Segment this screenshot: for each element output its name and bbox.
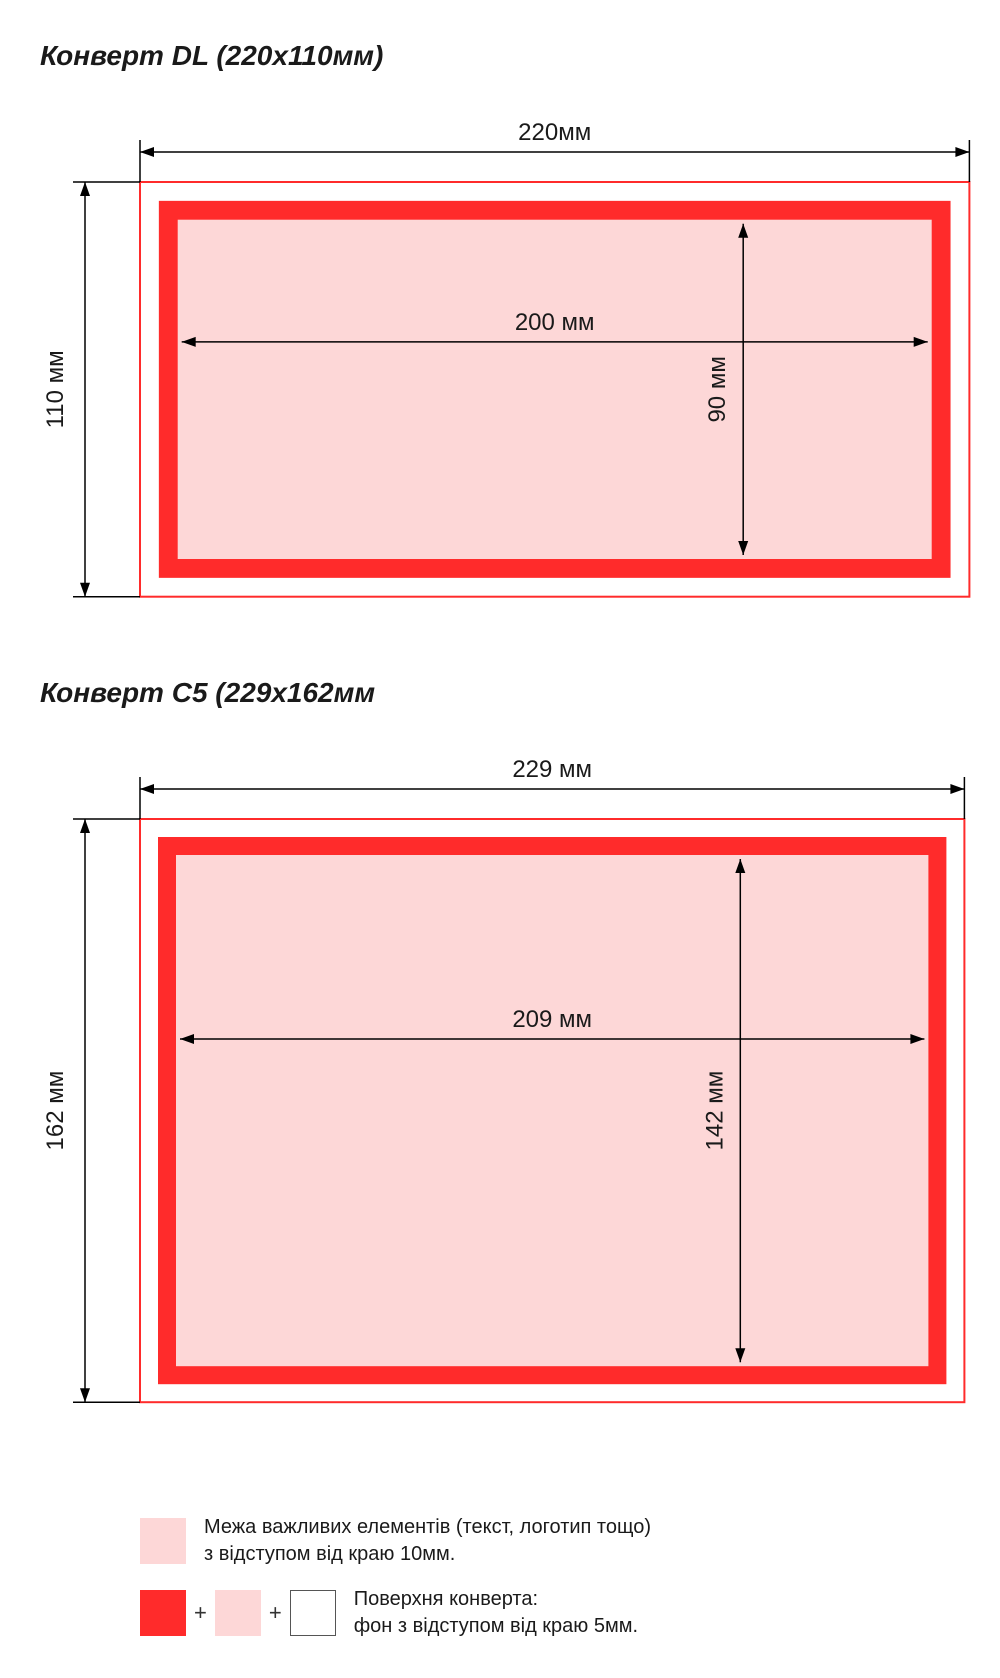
dim-label-inner-w: 209 мм (512, 1006, 592, 1033)
dim-label-inner-w: 200 мм (515, 309, 595, 336)
legend-text-safe: Межа важливих елементів (текст, логотип … (204, 1514, 651, 1568)
safe-area (178, 220, 932, 559)
diagram-dl: 220мм 110 мм 200 мм 90 мм (40, 92, 960, 657)
legend-text-surface: Поверхня конверта: фон з відступом від к… (354, 1586, 638, 1640)
legend-line: фон з відступом від краю 5мм. (354, 1615, 638, 1637)
dim-label-outer-h: 162 мм (42, 1071, 69, 1151)
legend-row-surface: + + Поверхня конверта: фон з відступом в… (140, 1586, 960, 1640)
dim-label-outer-w: 229 мм (512, 756, 592, 783)
envelope-diagram-dl: 220мм 110 мм 200 мм 90 мм (40, 92, 1000, 652)
legend-line: з відступом від краю 10мм. (204, 1543, 455, 1565)
envelope-diagram-c5: 229 мм 162 мм 209 мм 142 мм (40, 729, 1000, 1469)
legend: Межа важливих елементів (текст, логотип … (40, 1514, 960, 1640)
swatch-pink (215, 1590, 261, 1636)
safe-area (176, 855, 928, 1366)
legend-line: Поверхня конверта: (354, 1588, 538, 1610)
envelope-title-c5: Конверт С5 (229х162мм (40, 677, 960, 709)
dim-label-inner-h: 142 мм (701, 1071, 728, 1151)
dim-label-outer-h: 110 мм (42, 350, 69, 428)
dim-label-inner-h: 90 мм (704, 356, 731, 422)
legend-line: Межа важливих елементів (текст, логотип … (204, 1516, 651, 1538)
swatch-red (140, 1590, 186, 1636)
legend-row-safe-area: Межа важливих елементів (текст, логотип … (140, 1514, 960, 1568)
envelope-title-dl: Конверт DL (220х110мм) (40, 40, 960, 72)
swatch-pink (140, 1518, 186, 1564)
diagram-c5: 229 мм 162 мм 209 мм 142 мм (40, 729, 960, 1474)
plus-icon: + (194, 1600, 207, 1626)
swatch-white (290, 1590, 336, 1636)
dim-label-outer-w: 220мм (518, 119, 591, 146)
plus-icon: + (269, 1600, 282, 1626)
